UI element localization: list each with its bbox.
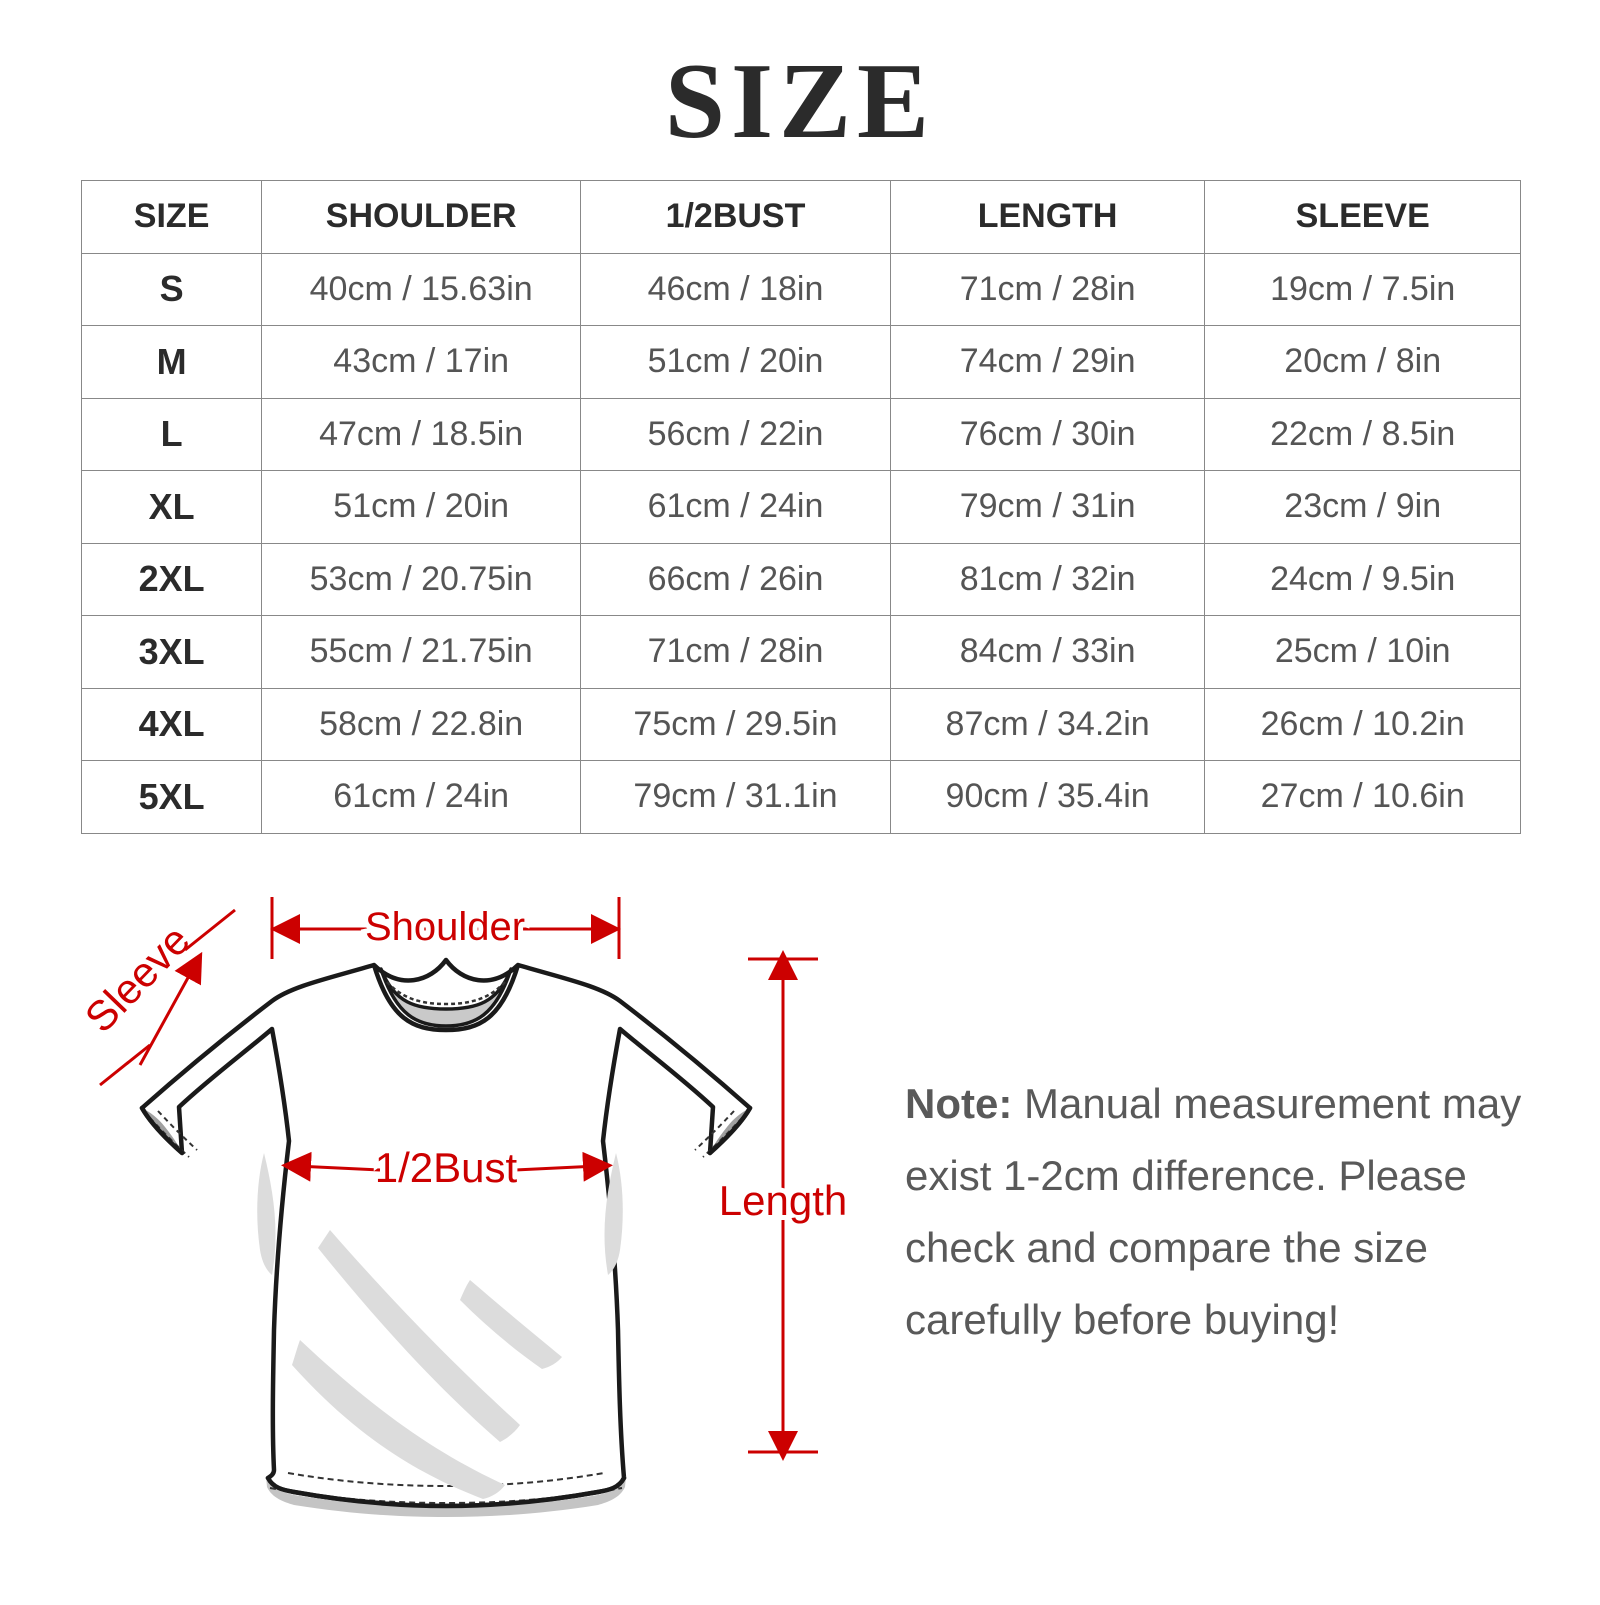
svg-text:Length: Length [719, 1177, 847, 1224]
svg-text:1/2Bust: 1/2Bust [375, 1144, 518, 1191]
svg-text:carefully before buying!: carefully before buying! [905, 1296, 1339, 1343]
svg-text:Sleeve: Sleeve [76, 916, 199, 1041]
svg-text:check and compare the size: check and compare the size [905, 1224, 1428, 1271]
svg-text:Shoulder: Shoulder [365, 905, 525, 949]
svg-text:Note: Manual measurement may: Note: Manual measurement may [905, 1080, 1521, 1127]
svg-text:exist 1-2cm difference. Please: exist 1-2cm difference. Please [905, 1152, 1467, 1199]
